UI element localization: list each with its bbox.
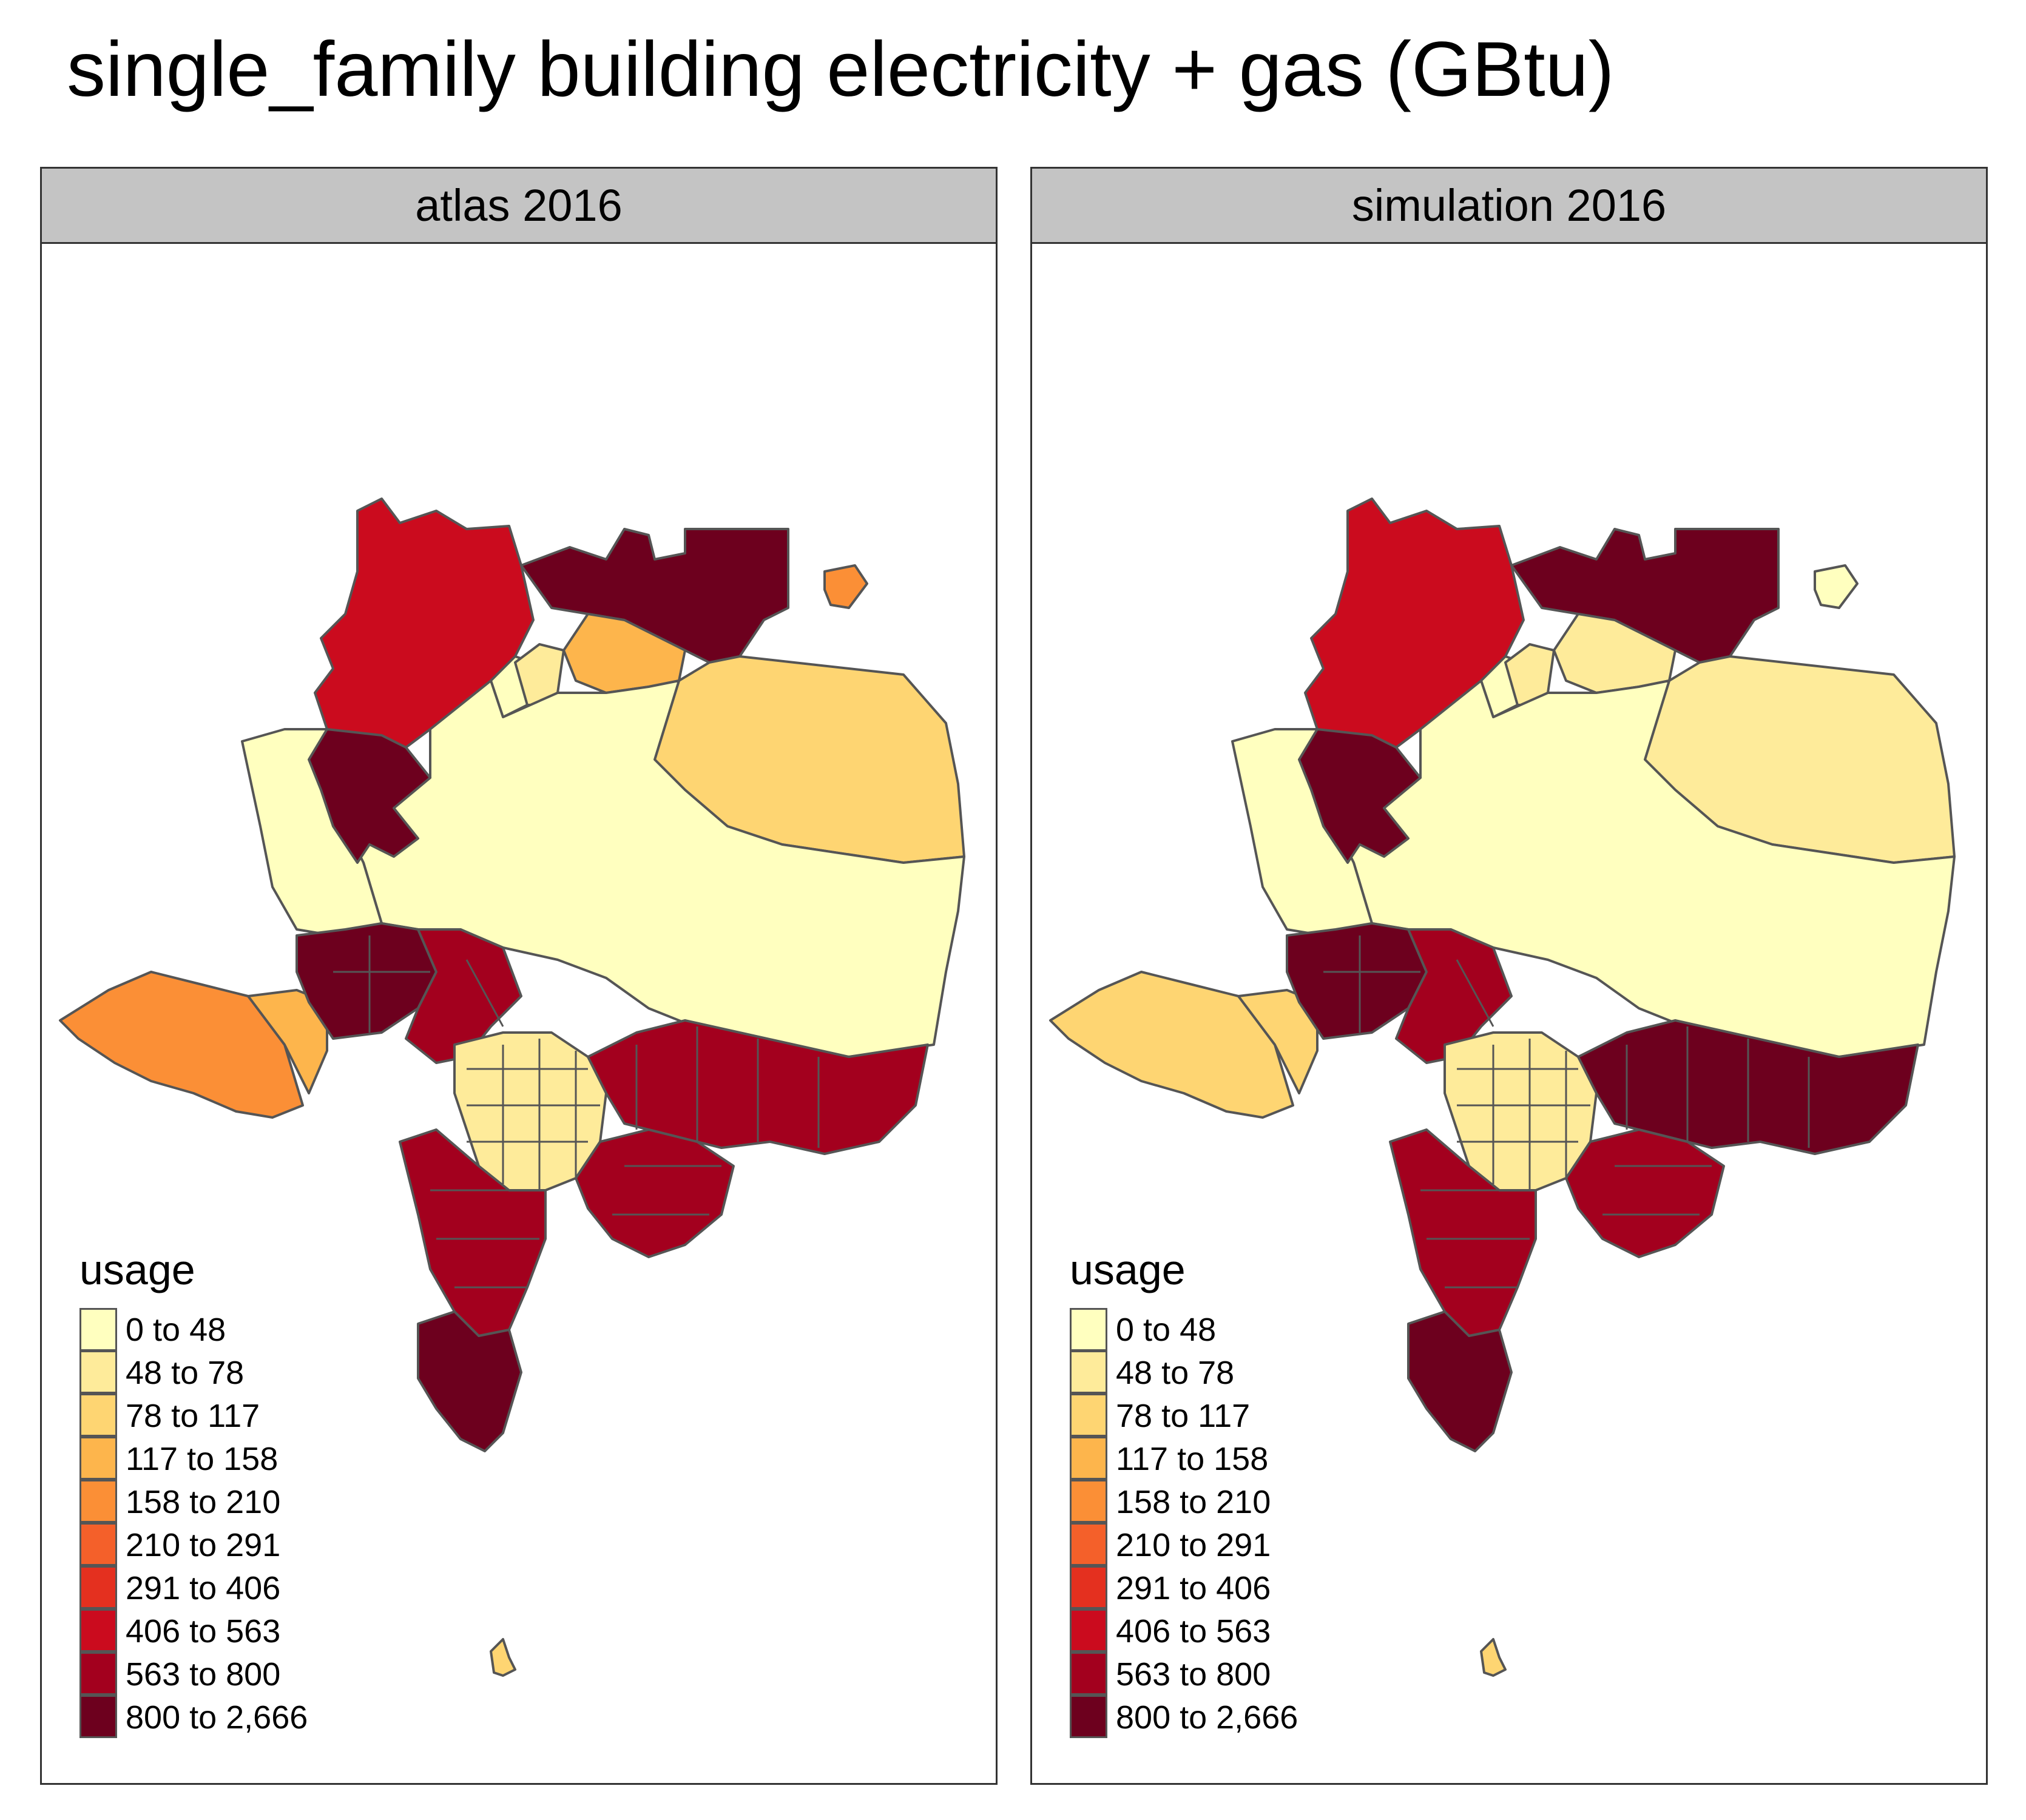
legend-swatch — [1070, 1651, 1107, 1695]
legend-label: 0 to 48 — [126, 1311, 226, 1348]
legend-label: 0 to 48 — [1116, 1311, 1217, 1348]
map-simulation — [1049, 497, 1956, 1677]
legend-simulation: usage 0 to 48 48 to 78 78 to 117 117 to 158… — [1070, 1242, 1298, 1739]
legend-title: usage — [1070, 1246, 1186, 1293]
legend-item: 291 to 406 — [79, 1565, 308, 1609]
legend-swatch — [1070, 1565, 1107, 1609]
legend-label: 406 to 563 — [126, 1613, 281, 1650]
region-north-corner-islet — [823, 564, 868, 609]
legend-label: 117 to 158 — [126, 1440, 279, 1477]
legend-item: 406 to 563 — [1070, 1608, 1298, 1653]
legend-swatch — [79, 1350, 117, 1394]
legend-swatch — [1070, 1522, 1107, 1566]
legend-item: 78 to 117 — [1070, 1393, 1298, 1437]
legend-item: 158 to 210 — [79, 1479, 308, 1523]
legend-swatch — [79, 1393, 117, 1437]
legend-item: 291 to 406 — [1070, 1565, 1298, 1609]
tract-boundary — [465, 959, 504, 1027]
legend-label: 291 to 406 — [126, 1569, 281, 1606]
legend-label: 563 to 800 — [126, 1656, 281, 1693]
legend-item: 78 to 117 — [79, 1393, 308, 1437]
region-santa-clarita — [308, 728, 431, 864]
legend-item: 210 to 291 — [79, 1522, 308, 1566]
legend-label: 800 to 2,666 — [1116, 1699, 1298, 1736]
region-catalina — [1480, 1638, 1507, 1677]
legend-item: 800 to 2,666 — [1070, 1694, 1298, 1739]
legend-swatch — [79, 1608, 117, 1652]
region-malibu-west — [59, 971, 304, 1119]
legend-item: 158 to 210 — [1070, 1479, 1298, 1523]
panel-simulation: simulation 2016 usage 0 to 48 48 to 78 78 … — [1030, 167, 1988, 1785]
region-santa-clarita — [1298, 728, 1422, 864]
map-atlas — [59, 497, 965, 1677]
legend-swatch — [1070, 1436, 1107, 1480]
legend-swatch — [79, 1694, 117, 1738]
legend-item: 117 to 158 — [79, 1436, 308, 1480]
figure-title: single_family building electricity + gas… — [67, 26, 1615, 113]
legend-swatch — [79, 1436, 117, 1480]
legend-item: 210 to 291 — [1070, 1522, 1298, 1566]
legend-item: 0 to 48 — [79, 1308, 308, 1351]
legend-swatch — [79, 1651, 117, 1695]
legend-label: 800 to 2,666 — [126, 1699, 308, 1736]
legend-label: 563 to 800 — [1116, 1656, 1271, 1693]
legend-label: 117 to 158 — [1116, 1440, 1269, 1477]
legend-label: 210 to 291 — [1116, 1526, 1271, 1563]
region-north-corner-islet — [1814, 564, 1859, 609]
legend-label: 210 to 291 — [126, 1526, 281, 1563]
legend-atlas: usage 0 to 48 48 to 78 78 to 117 117 to 158… — [79, 1242, 308, 1739]
legend-item: 563 to 800 — [1070, 1651, 1298, 1696]
legend-title: usage — [79, 1246, 195, 1293]
legend-swatch — [79, 1308, 117, 1351]
legend-swatch — [1070, 1393, 1107, 1437]
legend-item: 0 to 48 — [1070, 1308, 1298, 1351]
legend-label: 48 to 78 — [126, 1354, 245, 1391]
legend-label: 78 to 117 — [1116, 1397, 1251, 1434]
legend-swatch — [1070, 1694, 1107, 1738]
region-malibu-west — [1049, 971, 1294, 1119]
region-malibu-central — [247, 989, 328, 1094]
legend-label: 48 to 78 — [1116, 1354, 1235, 1391]
region-catalina — [490, 1638, 516, 1677]
tract-boundary — [1456, 959, 1494, 1027]
legend-label: 291 to 406 — [1116, 1569, 1271, 1606]
legend-swatch — [79, 1565, 117, 1609]
region-palos-verdes — [1407, 1310, 1513, 1452]
legend-swatch — [1070, 1308, 1107, 1351]
legend-label: 78 to 117 — [126, 1397, 260, 1434]
region-palos-verdes — [417, 1310, 522, 1452]
panel-atlas: atlas 2016 usage 0 to 48 48 to 78 78 to 11… — [40, 167, 998, 1785]
legend-item: 48 to 78 — [1070, 1350, 1298, 1394]
legend-item: 406 to 563 — [79, 1608, 308, 1653]
legend-item: 563 to 800 — [79, 1651, 308, 1696]
legend-label: 406 to 563 — [1116, 1613, 1271, 1650]
region-malibu-central — [1237, 989, 1319, 1094]
legend-label: 158 to 210 — [126, 1483, 281, 1520]
legend-swatch — [1070, 1608, 1107, 1652]
legend-swatch — [79, 1522, 117, 1566]
region-pomona — [575, 1128, 735, 1258]
panel-strip-atlas: atlas 2016 — [42, 169, 996, 244]
panel-strip-simulation: simulation 2016 — [1032, 169, 1986, 244]
legend-label: 158 to 210 — [1116, 1483, 1271, 1520]
legend-item: 48 to 78 — [79, 1350, 308, 1394]
legend-item: 800 to 2,666 — [79, 1694, 308, 1739]
legend-swatch — [1070, 1350, 1107, 1394]
legend-swatch — [79, 1479, 117, 1523]
legend-swatch — [1070, 1479, 1107, 1523]
region-pomona — [1565, 1128, 1725, 1258]
legend-item: 117 to 158 — [1070, 1436, 1298, 1480]
